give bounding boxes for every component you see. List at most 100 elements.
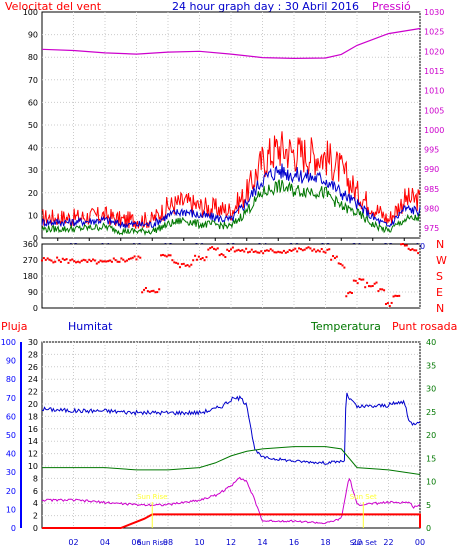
wind-direction-point xyxy=(241,249,244,252)
temperature-tick-label: 35 xyxy=(426,361,436,370)
wind-direction-point xyxy=(296,250,299,253)
wind-direction-point xyxy=(332,255,335,258)
wind-direction-point xyxy=(186,264,189,267)
wind-direction-point xyxy=(97,261,100,264)
wind-direction-point xyxy=(301,249,304,252)
humidity-tick-label: 90 xyxy=(6,357,16,366)
wind-direction-point xyxy=(375,281,378,284)
wind-direction-point xyxy=(277,250,280,253)
wind-direction-point xyxy=(315,250,318,253)
direction-degree-tick: 360 xyxy=(23,240,38,249)
sunset-label: Sun Set xyxy=(350,493,377,501)
wind-direction-point xyxy=(233,250,236,253)
humidity-tick-label: 10 xyxy=(6,505,16,514)
rain-tick-label: 8 xyxy=(33,474,38,483)
wind-direction-point xyxy=(156,291,159,294)
wind-direction-point xyxy=(203,259,206,262)
wind-direction-point xyxy=(333,257,336,260)
temperature-tick-label: 0 xyxy=(426,524,431,533)
wind-direction-point xyxy=(75,261,78,264)
wind-direction-point xyxy=(48,258,51,261)
wind-direction-point xyxy=(271,249,274,252)
wind-direction-point xyxy=(90,260,93,263)
rain-tick-label: 6 xyxy=(33,487,38,496)
rain-tick-label: 14 xyxy=(28,437,38,446)
humidity-tick-label: 40 xyxy=(6,450,16,459)
wind-direction-point xyxy=(260,250,263,253)
wind-direction-point xyxy=(247,251,250,254)
wind-direction-point xyxy=(254,250,257,253)
temperature-tick-label: 40 xyxy=(426,338,436,347)
wind-direction-point xyxy=(371,284,374,287)
wind-direction-point xyxy=(103,260,106,263)
wind-direction-point xyxy=(341,264,344,267)
temperature-axis-label: Temperatura xyxy=(310,320,381,333)
wind-direction-point xyxy=(307,246,310,249)
wind-direction-point xyxy=(311,249,314,252)
pressure-tick-label: 995 xyxy=(424,146,439,155)
wind-direction-point xyxy=(63,258,66,261)
bottom-x-tick-label: 16 xyxy=(289,538,299,547)
wind-direction-point xyxy=(211,246,214,249)
wind-direction-point xyxy=(93,259,96,262)
wind-direction-point xyxy=(407,247,410,250)
wind-direction-point xyxy=(248,250,251,253)
wind-direction-point xyxy=(349,291,352,294)
wind-direction-point xyxy=(112,257,115,260)
bottom-x-tick-label: 00 xyxy=(415,538,425,547)
sunrise-bottom-label: Sun Rise xyxy=(137,539,167,547)
wind-direction-point xyxy=(88,258,91,261)
wind-direction-point xyxy=(364,286,367,289)
wind-direction-point xyxy=(288,248,291,251)
wind-direction-point xyxy=(218,254,221,257)
wind-direction-point xyxy=(59,260,62,263)
temperature-line xyxy=(42,446,421,475)
wind-direction-point xyxy=(356,282,359,285)
direction-compass-label: E xyxy=(436,286,443,299)
wind-direction-point xyxy=(73,260,76,263)
wind-direction-point xyxy=(366,281,369,284)
rain-tick-label: 16 xyxy=(28,425,38,434)
wind-direction-point xyxy=(199,258,202,261)
wind-speed-tick-label: 60 xyxy=(28,98,38,107)
wind-direction-point xyxy=(126,259,129,262)
wind-direction-point xyxy=(209,247,212,250)
humidity-tick-label: 30 xyxy=(6,468,16,477)
wind-direction-point xyxy=(316,249,319,252)
wind-direction-point xyxy=(44,258,47,261)
rain-tick-label: 18 xyxy=(28,412,38,421)
temperature-tick-label: 10 xyxy=(426,478,436,487)
wind-direction-point xyxy=(137,255,140,258)
wind-speed-tick-label: 10 xyxy=(28,211,38,220)
wind-direction-point xyxy=(381,288,384,291)
wind-direction-point xyxy=(230,248,232,251)
rain-tick-label: 20 xyxy=(28,400,38,409)
wind-direction-point xyxy=(56,256,59,259)
wind-direction-point xyxy=(401,243,404,245)
wind-direction-point xyxy=(269,248,272,251)
wind-direction-point xyxy=(267,249,270,252)
direction-degree-tick: 0 xyxy=(33,304,38,313)
wind-direction-point xyxy=(195,258,198,261)
wind-direction-point xyxy=(309,247,312,250)
wind-speed-axis-label: Velocitat del vent xyxy=(5,0,102,13)
bottom-x-tick-label: 10 xyxy=(194,538,204,547)
wind-direction-point xyxy=(250,248,253,251)
wind-direction-point xyxy=(324,251,327,254)
wind-direction-point xyxy=(192,259,195,262)
temperature-tick-label: 15 xyxy=(426,454,436,463)
wind-speed-tick-label: 50 xyxy=(28,121,38,130)
wind-direction-point xyxy=(124,260,127,263)
wind-direction-point xyxy=(305,247,308,250)
wind-direction-point xyxy=(42,257,45,260)
bottom-x-tick-label: 08 xyxy=(163,538,173,547)
wind-direction-point xyxy=(358,277,361,280)
wind-direction-point xyxy=(61,257,64,260)
rain-line xyxy=(42,513,421,529)
wind-direction-point xyxy=(133,255,136,258)
wind-direction-point xyxy=(335,255,338,258)
wind-direction-point xyxy=(384,303,387,306)
wind-direction-point xyxy=(411,248,414,251)
wind-direction-point xyxy=(237,248,240,251)
bottom-x-tick-label: 20 xyxy=(352,538,362,547)
